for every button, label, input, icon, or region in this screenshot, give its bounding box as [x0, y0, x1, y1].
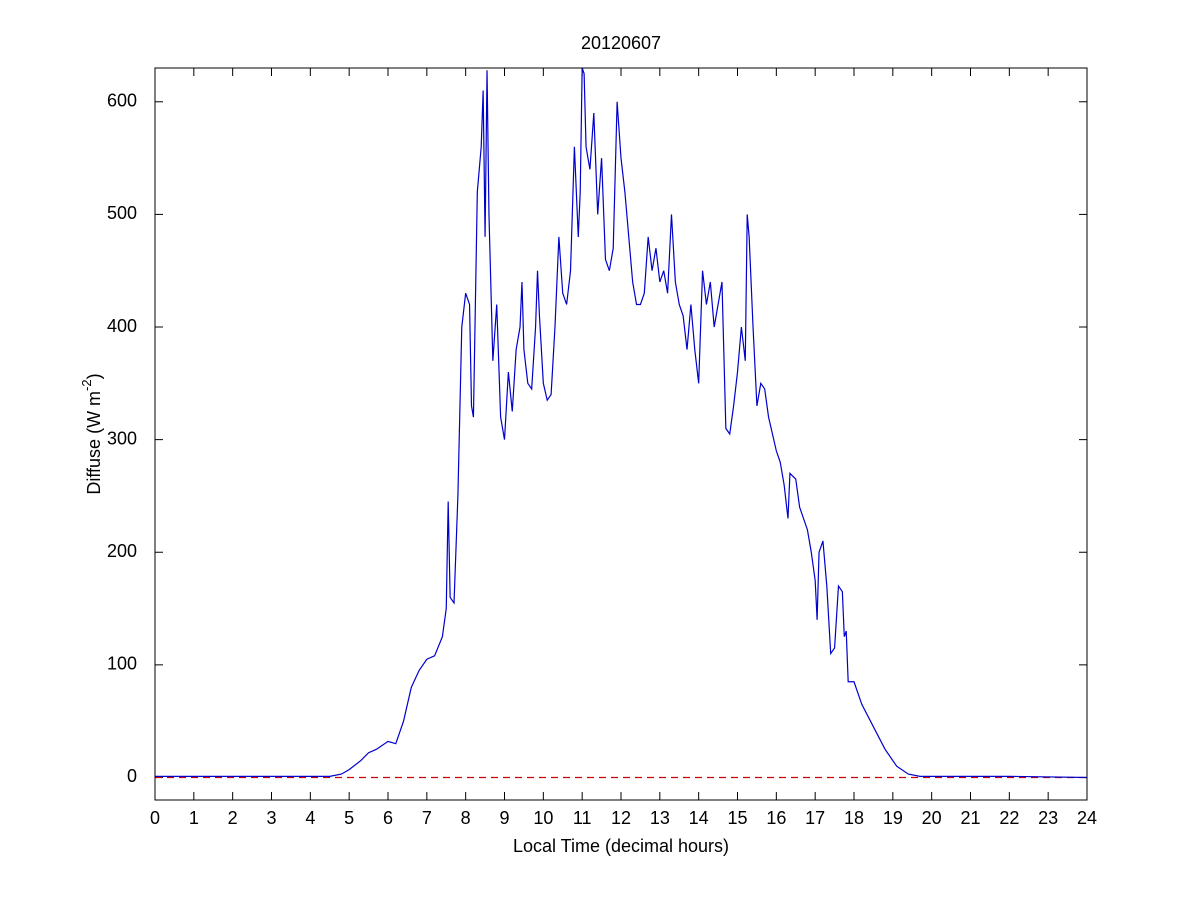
x-tick-label: 23	[1038, 808, 1058, 828]
x-tick-label: 4	[305, 808, 315, 828]
x-tick-label: 2	[228, 808, 238, 828]
x-tick-label: 10	[533, 808, 553, 828]
x-tick-label: 18	[844, 808, 864, 828]
x-tick-label: 24	[1077, 808, 1097, 828]
x-tick-label: 13	[650, 808, 670, 828]
x-tick-label: 8	[461, 808, 471, 828]
x-tick-label: 20	[922, 808, 942, 828]
y-tick-label: 300	[107, 428, 137, 448]
x-tick-label: 3	[266, 808, 276, 828]
y-tick-label: 400	[107, 316, 137, 336]
x-tick-label: 16	[766, 808, 786, 828]
y-axis-label: Diffuse (W m-2)	[79, 373, 103, 494]
y-tick-label: 200	[107, 541, 137, 561]
chart-title: 20120607	[581, 33, 661, 53]
x-tick-label: 0	[150, 808, 160, 828]
x-tick-label: 19	[883, 808, 903, 828]
y-label-sup: -2	[79, 379, 94, 391]
data-line	[155, 67, 1088, 779]
y-tick-label: 0	[127, 766, 137, 786]
x-tick-label: 12	[611, 808, 631, 828]
y-tick-label: 600	[107, 91, 137, 111]
plot-frame	[154, 67, 1088, 801]
x-tick-label: 9	[499, 808, 509, 828]
x-tick-label: 22	[999, 808, 1019, 828]
x-tick-label: 1	[189, 808, 199, 828]
x-tick-label: 14	[689, 808, 709, 828]
x-tick-label: 21	[960, 808, 980, 828]
x-tick-label: 5	[344, 808, 354, 828]
x-tick-label: 7	[422, 808, 432, 828]
y-tick-label: 100	[107, 654, 137, 674]
y-label-text: Diffuse (W m	[84, 391, 104, 495]
x-tick-label: 17	[805, 808, 825, 828]
x-tick-label: 15	[727, 808, 747, 828]
x-tick-label: 11	[573, 808, 592, 828]
x-tick-label: 6	[383, 808, 393, 828]
y-label-end: )	[84, 373, 104, 379]
y-tick-label: 500	[107, 203, 137, 223]
x-axis-label: Local Time (decimal hours)	[513, 836, 729, 856]
